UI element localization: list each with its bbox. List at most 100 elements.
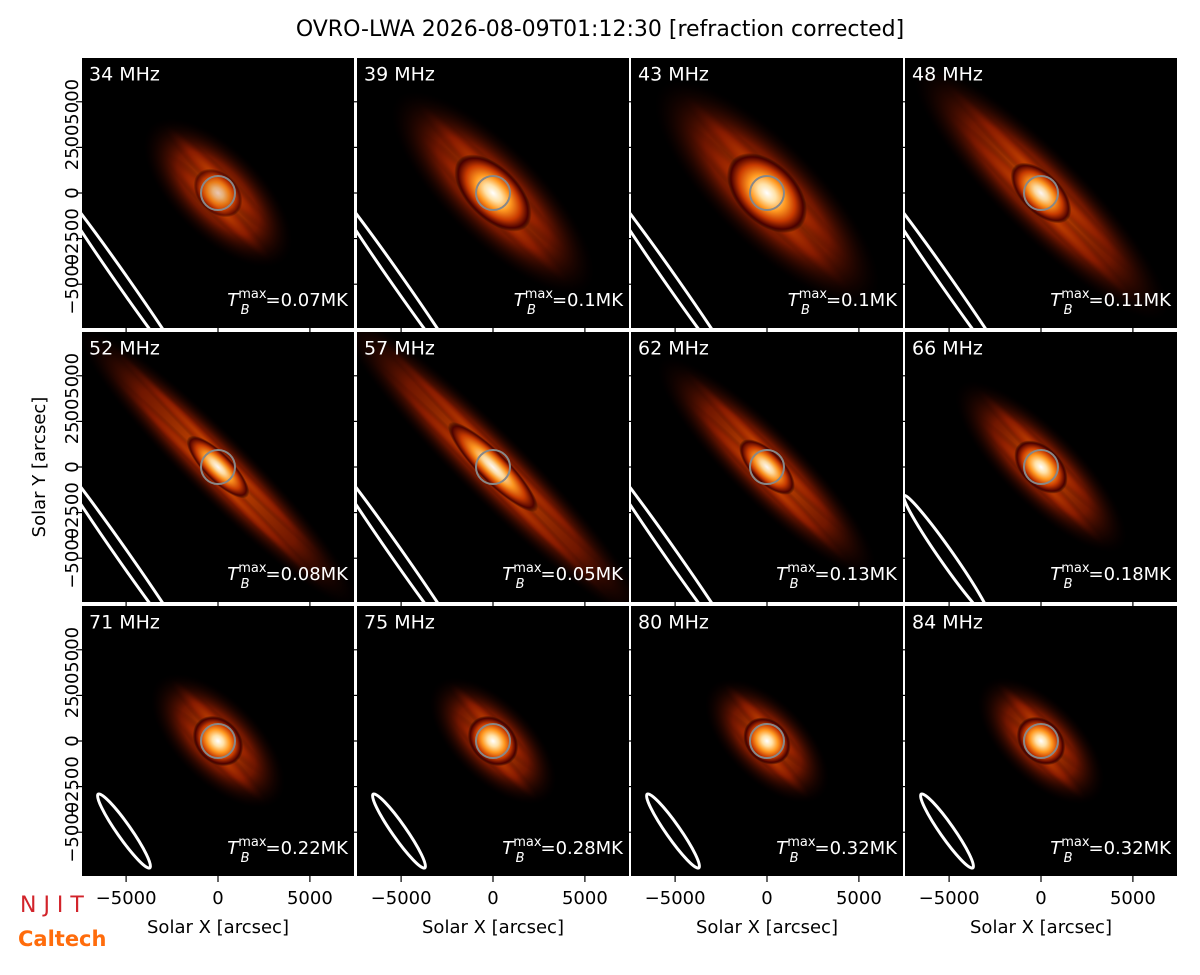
tb-label: Tmax B =0.22MK <box>227 835 349 866</box>
tb-value: 0.32MK <box>1104 838 1173 859</box>
solar-disk <box>1023 175 1059 211</box>
beam <box>371 792 427 870</box>
tb-superscript: max <box>799 287 828 302</box>
tb-superscript: max <box>513 835 542 850</box>
tb-label: Tmax B =0.1MK <box>514 287 625 318</box>
panel <box>82 58 354 328</box>
y-axis-label: Solar Y [arcsec] <box>29 397 50 538</box>
panel <box>631 332 903 602</box>
panel <box>82 606 354 876</box>
y-tick-label: −5000 <box>62 528 83 589</box>
beam-outline <box>919 792 975 870</box>
tb-symbol: T <box>227 290 240 311</box>
tb-equals: = <box>826 290 841 311</box>
panel-label: 43 MHz <box>638 64 709 86</box>
tb-subscript: B <box>1064 577 1073 592</box>
tb-value: 0.18MK <box>1104 564 1173 585</box>
tb-label: Tmax B =0.11MK <box>1050 287 1172 318</box>
x-tick-label: −5000 <box>371 888 432 909</box>
beam-outline <box>905 174 1024 328</box>
emission <box>429 677 557 805</box>
tb-label: Tmax B =0.07MK <box>227 287 349 318</box>
emission <box>143 118 293 268</box>
beam-outline <box>631 448 750 602</box>
tb-superscript: max <box>787 835 816 850</box>
beam <box>357 448 476 602</box>
x-tick-label: 5000 <box>836 888 882 909</box>
y-tick-label: −2500 <box>62 482 83 543</box>
tb-subscript: B <box>527 303 536 318</box>
panel-label: 80 MHz <box>638 612 709 634</box>
beam-outline <box>82 448 201 602</box>
tb-equals: = <box>1088 290 1103 311</box>
panel <box>82 332 354 602</box>
tb-label: Tmax B =0.32MK <box>1050 835 1172 866</box>
tb-symbol: T <box>514 290 527 311</box>
x-tick-label: 5000 <box>1110 888 1156 909</box>
tb-symbol: T <box>227 564 240 585</box>
tb-subscript: B <box>790 577 799 592</box>
beam <box>919 792 975 870</box>
y-tick-label: 5000 <box>62 353 83 399</box>
panel <box>631 58 903 328</box>
panel <box>905 332 1177 602</box>
x-tick-label: 5000 <box>287 888 333 909</box>
beam-outline <box>371 792 427 870</box>
tb-symbol: T <box>776 564 789 585</box>
beam-outline <box>645 792 701 870</box>
emission <box>657 357 877 577</box>
panel-label: 34 MHz <box>89 64 160 86</box>
x-tick-label: 0 <box>487 888 498 909</box>
tb-equals: = <box>814 838 829 859</box>
tb-value: 0.05MK <box>556 564 625 585</box>
tb-equals: = <box>814 564 829 585</box>
x-tick-label: −5000 <box>919 888 980 909</box>
y-tick-label: 2500 <box>62 398 83 444</box>
emission-core <box>186 435 250 499</box>
tb-subscript: B <box>1064 303 1073 318</box>
x-tick-label: 5000 <box>562 888 608 909</box>
tb-superscript: max <box>525 287 554 302</box>
tb-symbol: T <box>1050 564 1063 585</box>
tb-equals: = <box>540 838 555 859</box>
tb-subscript: B <box>516 851 525 866</box>
y-tick-label: 2500 <box>62 672 83 718</box>
beam <box>82 448 201 602</box>
x-tick-label: 0 <box>212 888 223 909</box>
tb-equals: = <box>265 290 280 311</box>
beam <box>905 174 1024 328</box>
beam-outline <box>357 174 476 328</box>
y-tick-label: −5000 <box>62 254 83 315</box>
beam-outline <box>96 792 152 870</box>
tb-value: 0.1MK <box>841 290 898 311</box>
tb-value: 0.08MK <box>281 564 350 585</box>
tb-value: 0.13MK <box>830 564 899 585</box>
y-tick-label: 2500 <box>62 124 83 170</box>
beam <box>905 493 992 602</box>
emission-core <box>1014 440 1068 494</box>
x-tick-label: −5000 <box>96 888 157 909</box>
tb-label: Tmax B =0.08MK <box>227 561 349 592</box>
tb-subscript: B <box>516 577 525 592</box>
tb-superscript: max <box>1061 561 1090 576</box>
tb-superscript: max <box>1061 835 1090 850</box>
emission <box>82 332 354 602</box>
panel <box>905 606 1177 876</box>
beam <box>96 792 152 870</box>
panel <box>357 58 629 328</box>
y-tick-label: 0 <box>62 461 83 472</box>
beam <box>631 448 750 602</box>
panel <box>357 606 629 876</box>
emission-core <box>454 154 532 232</box>
tb-superscript: max <box>1061 287 1090 302</box>
x-tick-label: −5000 <box>645 888 706 909</box>
tb-superscript: max <box>238 835 267 850</box>
tb-equals: = <box>265 838 280 859</box>
emission <box>357 332 629 602</box>
x-tick-label: 0 <box>1035 888 1046 909</box>
solar-disk <box>749 449 785 485</box>
tb-value: 0.11MK <box>1104 290 1173 311</box>
tb-symbol: T <box>502 838 515 859</box>
chart-title: OVRO-LWA 2026-08-09T01:12:30 [refraction… <box>296 17 904 42</box>
tb-superscript: max <box>513 561 542 576</box>
